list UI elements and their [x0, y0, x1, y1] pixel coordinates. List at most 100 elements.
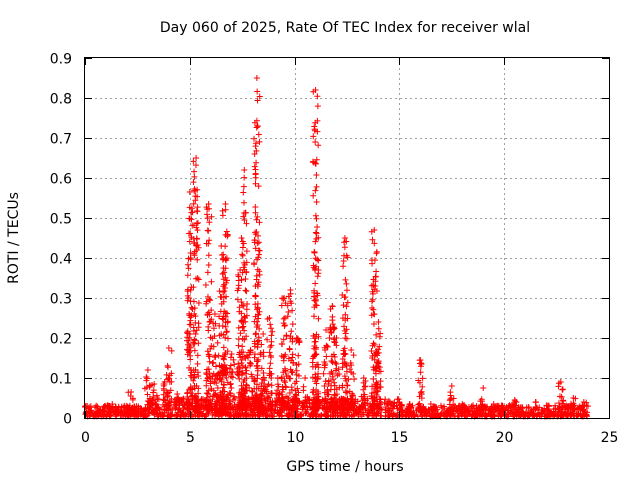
data-point: [205, 227, 212, 234]
data-point: [370, 290, 377, 297]
data-point: [361, 399, 368, 406]
data-point: [149, 382, 156, 389]
data-point: [221, 398, 228, 405]
data-point: [208, 307, 215, 314]
data-point: [339, 397, 346, 404]
data-point: [340, 258, 347, 265]
data-point: [314, 93, 321, 100]
data-point: [242, 370, 249, 377]
data-point: [347, 360, 354, 367]
x-tick-label: 0: [81, 430, 90, 446]
data-point: [223, 228, 230, 235]
data-point: [258, 380, 265, 387]
data-point: [240, 323, 247, 330]
data-point: [220, 294, 227, 301]
data-point: [184, 272, 191, 279]
data-point: [369, 296, 376, 303]
data-point: [260, 385, 267, 392]
data-point: [259, 401, 266, 408]
data-point: [341, 373, 348, 380]
data-point: [247, 411, 254, 418]
data-point: [328, 358, 335, 365]
data-point: [454, 412, 461, 419]
data-point: [417, 369, 424, 376]
data-point: [419, 383, 426, 390]
data-point: [240, 401, 247, 408]
data-point: [87, 403, 94, 410]
data-point: [220, 251, 227, 258]
data-point: [217, 375, 224, 382]
data-point: [571, 406, 578, 413]
data-point: [343, 362, 350, 369]
data-point: [239, 244, 246, 251]
data-point: [188, 304, 195, 311]
data-point: [93, 409, 100, 416]
data-point: [214, 385, 221, 392]
data-point: [187, 249, 194, 256]
data-point: [202, 281, 209, 288]
data-point: [131, 406, 138, 413]
data-point: [194, 256, 201, 263]
data-point: [512, 398, 519, 405]
data-point: [194, 352, 201, 359]
data-point: [313, 156, 320, 163]
data-point: [361, 383, 368, 390]
data-point: [287, 333, 294, 340]
data-point: [254, 312, 261, 319]
data-point: [205, 405, 212, 412]
data-point: [340, 263, 347, 270]
data-point: [326, 402, 333, 409]
data-point: [332, 359, 339, 366]
x-tick-label: 5: [186, 430, 195, 446]
data-point: [531, 412, 538, 419]
data-point: [239, 251, 246, 258]
data-point: [240, 302, 247, 309]
data-point: [190, 235, 197, 242]
y-tick-label: 0.1: [50, 372, 72, 388]
data-point: [241, 336, 248, 343]
data-point: [144, 401, 151, 408]
data-point: [288, 357, 295, 364]
data-point: [150, 387, 157, 394]
data-point: [415, 377, 422, 384]
data-point: [310, 88, 317, 95]
y-tick-label: 0.4: [50, 252, 72, 268]
data-point: [339, 292, 346, 299]
data-point: [349, 392, 356, 399]
data-point: [580, 406, 587, 413]
data-point: [268, 354, 275, 361]
data-point: [431, 412, 438, 419]
data-point: [223, 257, 230, 264]
data-point: [344, 389, 351, 396]
data-point: [203, 240, 210, 247]
data-point: [288, 368, 295, 375]
data-point: [217, 308, 224, 315]
data-point: [310, 386, 317, 393]
data-point: [323, 342, 330, 349]
data-point: [235, 324, 242, 331]
data-point: [372, 364, 379, 371]
data-point: [243, 259, 250, 266]
data-point: [191, 382, 198, 389]
data-point: [242, 275, 249, 282]
data-point: [436, 412, 443, 419]
data-point: [255, 283, 262, 290]
data-point: [281, 322, 288, 329]
data-point: [438, 404, 445, 411]
data-point: [474, 407, 481, 414]
data-point: [371, 240, 378, 247]
data-point: [222, 371, 229, 378]
data-point: [187, 286, 194, 293]
data-point: [191, 337, 198, 344]
data-point: [331, 335, 338, 342]
data-point: [186, 238, 193, 245]
data-point: [519, 405, 526, 412]
data-point: [187, 256, 194, 263]
data-point: [348, 390, 355, 397]
data-point: [224, 335, 231, 342]
data-point: [498, 402, 505, 409]
data-point: [344, 254, 351, 261]
data-point: [209, 411, 216, 418]
data-point: [222, 256, 229, 263]
data-point: [212, 375, 219, 382]
